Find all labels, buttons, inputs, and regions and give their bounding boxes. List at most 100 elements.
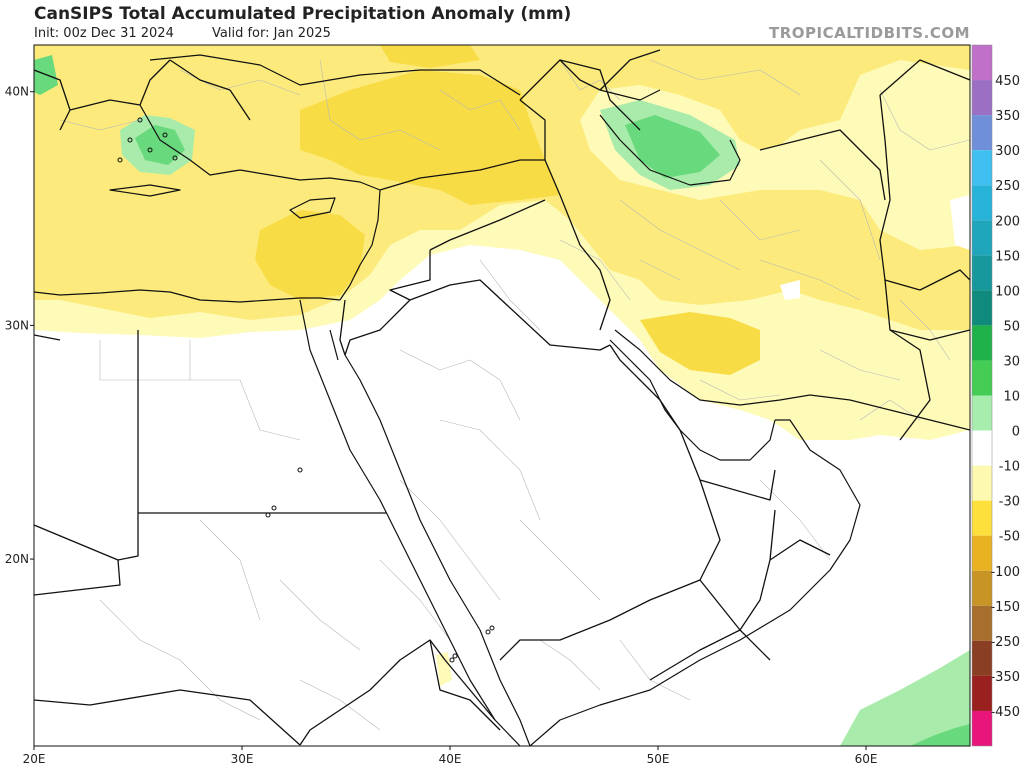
colorbar-swatch: [972, 500, 992, 536]
init-time: Init: 00z Dec 31 2024: [34, 26, 174, 41]
country-border: [519, 99, 546, 160]
colorbar-label: -150: [990, 600, 1020, 615]
country-border: [759, 129, 886, 201]
province-line: [479, 259, 541, 331]
country-border: [339, 299, 346, 356]
island: [137, 117, 143, 123]
province-line: [299, 679, 381, 731]
country-border: [34, 69, 71, 131]
province-line: [559, 239, 631, 301]
colorbar-label: -10: [999, 460, 1020, 475]
province-line: [399, 349, 521, 421]
colorbar-swatch: [972, 80, 992, 116]
shade-yellow-eritrea: [436, 652, 452, 686]
province-line: [399, 479, 501, 601]
shade-gap-2: [950, 195, 970, 250]
colorbar-label: 150: [995, 249, 1020, 264]
colorbar-label: 10: [1003, 390, 1020, 405]
country-border: [34, 334, 61, 341]
shade-gold-anatolia: [300, 70, 560, 205]
country-border: [544, 159, 611, 331]
shade-gold-blacksea: [380, 45, 480, 68]
country-border: [299, 639, 496, 746]
colorbar-label: -50: [999, 530, 1020, 545]
lon-tick-label: 50E: [647, 752, 670, 766]
lon-tick-label: 30E: [231, 752, 254, 766]
colorbar-label: -250: [990, 635, 1020, 650]
colorbar-swatch: [972, 710, 992, 746]
colorbar-label: 250: [995, 179, 1020, 194]
country-border: [229, 89, 251, 121]
lat-tick-label: 30N: [5, 318, 29, 332]
shade-green-aegean: [135, 125, 185, 165]
colorbar-swatch: [972, 220, 992, 256]
colorbar-label: -450: [990, 705, 1020, 720]
country-border: [69, 99, 141, 111]
colorbar-swatch: [972, 570, 992, 606]
province-line: [199, 519, 261, 621]
country-border: [889, 329, 970, 341]
country-border: [649, 629, 741, 681]
colorbar-swatch: [972, 150, 992, 186]
country-border: [139, 59, 171, 106]
colorbar-swatch: [972, 290, 992, 326]
coastline: [609, 339, 776, 461]
coastline: [329, 329, 339, 361]
country-border: [379, 159, 545, 191]
colorbar: 4503503002502001501005030100-10-30-50-10…: [971, 44, 1020, 747]
coastline: [289, 197, 336, 219]
colorbar-label: 300: [995, 144, 1020, 159]
province-line: [759, 479, 831, 561]
island: [452, 653, 458, 659]
valid-time: Valid for: Jan 2025: [212, 26, 331, 41]
colorbar-swatch: [972, 675, 992, 711]
province-line: [879, 89, 970, 151]
province-line: [899, 299, 951, 361]
island: [172, 155, 178, 161]
shade-green-arabian-sea: [840, 650, 970, 746]
country-border: [117, 330, 139, 561]
country-border: [34, 559, 121, 596]
coastline: [619, 89, 661, 101]
country-border: [499, 479, 721, 661]
coastline: [614, 329, 811, 406]
province-line: [319, 59, 441, 151]
coastline: [599, 114, 741, 186]
colorbar-swatch: [972, 325, 992, 361]
colorbar-label: -350: [990, 670, 1020, 685]
colorbar-swatch: [972, 465, 992, 501]
shade-gap-1: [780, 280, 800, 300]
province-line: [99, 599, 181, 661]
coastline: [109, 184, 181, 197]
map-frame: [33, 44, 971, 747]
country-border: [34, 524, 119, 561]
province-line: [99, 340, 140, 381]
lat-tick-label: 40N: [5, 85, 29, 99]
country-border: [409, 279, 611, 351]
island: [265, 512, 271, 518]
colorbar-swatch: [972, 185, 992, 221]
colorbar-frame: [971, 44, 993, 747]
country-border: [169, 59, 231, 91]
island: [127, 137, 133, 143]
country-border: [429, 639, 501, 731]
province-line: [439, 89, 521, 131]
province-line: [519, 519, 601, 601]
colorbar-label: 200: [995, 214, 1020, 229]
province-line: [179, 659, 261, 721]
province-line: [59, 119, 141, 131]
coastline: [529, 539, 851, 746]
province-line: [819, 159, 881, 261]
coastline: [149, 54, 521, 96]
country-border: [609, 344, 621, 361]
island: [489, 625, 495, 631]
coastline: [139, 104, 381, 191]
colorbar-swatch: [972, 115, 992, 151]
province-line: [619, 199, 741, 271]
country-border: [769, 539, 831, 561]
lat-tick-label: 20N: [5, 552, 29, 566]
island: [297, 467, 303, 473]
country-border: [519, 59, 641, 131]
province-line: [279, 579, 361, 651]
